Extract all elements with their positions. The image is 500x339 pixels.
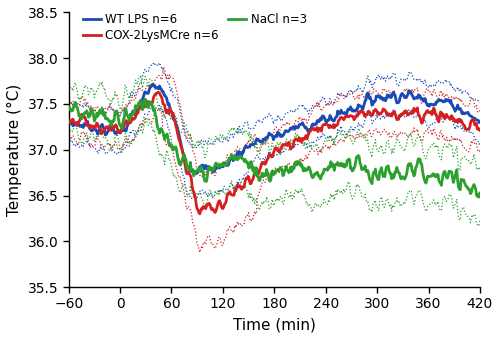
WT LPS n=6 [460,110,466,114]
WT LPS n=6 [66,119,71,123]
WT LPS n=6 [194,172,200,176]
COX-2LysMCre n=6 [370,109,376,113]
Line: WT LPS n=6: WT LPS n=6 [68,84,480,174]
COX-2LysMCre n=6 [366,109,372,113]
NaCl n=3 [459,178,465,182]
Line: COX-2LysMCre n=6: COX-2LysMCre n=6 [68,92,480,214]
COX-2LysMCre n=6 [276,148,281,153]
NaCl n=3 [356,155,362,159]
COX-2LysMCre n=6 [66,121,71,125]
NaCl n=3 [254,166,260,170]
NaCl n=3 [66,105,71,109]
WT LPS n=6 [254,137,260,141]
COX-2LysMCre n=6 [254,174,260,178]
NaCl n=3 [364,168,370,173]
NaCl n=3 [274,167,280,172]
Y-axis label: Temperature (°C): Temperature (°C) [7,84,22,216]
WT LPS n=6 [370,99,376,103]
COX-2LysMCre n=6 [357,109,363,114]
WT LPS n=6 [366,92,372,96]
WT LPS n=6 [477,120,483,124]
NaCl n=3 [142,97,148,101]
NaCl n=3 [476,195,482,199]
Line: NaCl n=3: NaCl n=3 [68,99,480,197]
WT LPS n=6 [276,132,281,136]
COX-2LysMCre n=6 [197,212,203,216]
NaCl n=3 [370,173,376,177]
COX-2LysMCre n=6 [155,90,161,94]
NaCl n=3 [477,191,483,195]
COX-2LysMCre n=6 [460,122,466,126]
X-axis label: Time (min): Time (min) [233,317,316,332]
Legend: WT LPS n=6, COX-2LysMCre n=6, NaCl n=3: WT LPS n=6, COX-2LysMCre n=6, NaCl n=3 [83,13,306,42]
WT LPS n=6 [357,104,363,108]
WT LPS n=6 [150,82,156,86]
COX-2LysMCre n=6 [477,128,483,132]
